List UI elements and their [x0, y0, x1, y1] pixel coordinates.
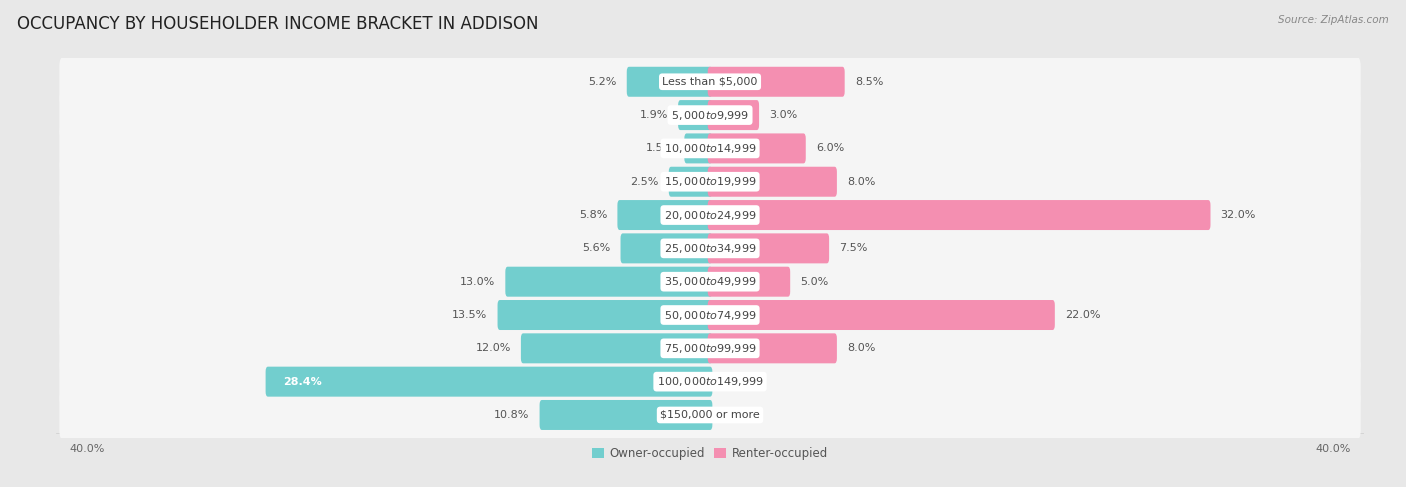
Text: $150,000 or more: $150,000 or more [661, 410, 759, 420]
Text: 5.2%: 5.2% [588, 77, 617, 87]
FancyBboxPatch shape [707, 233, 830, 263]
Text: 5.6%: 5.6% [582, 244, 610, 253]
Text: 13.5%: 13.5% [453, 310, 488, 320]
FancyBboxPatch shape [266, 367, 713, 396]
Text: 28.4%: 28.4% [284, 376, 322, 387]
Text: 13.0%: 13.0% [460, 277, 495, 287]
Text: $15,000 to $19,999: $15,000 to $19,999 [664, 175, 756, 188]
Text: 6.0%: 6.0% [815, 143, 844, 153]
FancyBboxPatch shape [59, 223, 1361, 274]
Text: 5.0%: 5.0% [800, 277, 828, 287]
FancyBboxPatch shape [498, 300, 713, 330]
Text: 1.9%: 1.9% [640, 110, 668, 120]
Text: Source: ZipAtlas.com: Source: ZipAtlas.com [1278, 15, 1389, 25]
FancyBboxPatch shape [678, 100, 713, 130]
FancyBboxPatch shape [707, 267, 790, 297]
Legend: Owner-occupied, Renter-occupied: Owner-occupied, Renter-occupied [586, 442, 834, 465]
Text: 22.0%: 22.0% [1064, 310, 1101, 320]
Text: 10.8%: 10.8% [494, 410, 530, 420]
FancyBboxPatch shape [59, 290, 1361, 340]
Text: 8.0%: 8.0% [846, 177, 876, 187]
Text: 8.5%: 8.5% [855, 77, 883, 87]
Text: $35,000 to $49,999: $35,000 to $49,999 [664, 275, 756, 288]
Text: 7.5%: 7.5% [839, 244, 868, 253]
FancyBboxPatch shape [617, 200, 713, 230]
Text: 3.0%: 3.0% [769, 110, 797, 120]
FancyBboxPatch shape [707, 133, 806, 164]
Text: Less than $5,000: Less than $5,000 [662, 77, 758, 87]
Text: 32.0%: 32.0% [1220, 210, 1256, 220]
Text: $25,000 to $34,999: $25,000 to $34,999 [664, 242, 756, 255]
Text: $5,000 to $9,999: $5,000 to $9,999 [671, 109, 749, 122]
FancyBboxPatch shape [59, 190, 1361, 241]
FancyBboxPatch shape [59, 156, 1361, 207]
FancyBboxPatch shape [59, 123, 1361, 174]
Text: $50,000 to $74,999: $50,000 to $74,999 [664, 308, 756, 321]
FancyBboxPatch shape [707, 333, 837, 363]
FancyBboxPatch shape [59, 56, 1361, 107]
Text: 2.5%: 2.5% [630, 177, 658, 187]
FancyBboxPatch shape [59, 356, 1361, 407]
Text: 1.5%: 1.5% [645, 143, 675, 153]
FancyBboxPatch shape [59, 390, 1361, 440]
FancyBboxPatch shape [505, 267, 713, 297]
Text: $75,000 to $99,999: $75,000 to $99,999 [664, 342, 756, 355]
FancyBboxPatch shape [520, 333, 713, 363]
FancyBboxPatch shape [707, 167, 837, 197]
FancyBboxPatch shape [59, 90, 1361, 140]
Text: 0.0%: 0.0% [723, 376, 751, 387]
FancyBboxPatch shape [707, 100, 759, 130]
FancyBboxPatch shape [707, 300, 1054, 330]
FancyBboxPatch shape [707, 67, 845, 97]
Text: 5.8%: 5.8% [579, 210, 607, 220]
FancyBboxPatch shape [59, 256, 1361, 307]
Text: 8.0%: 8.0% [846, 343, 876, 354]
FancyBboxPatch shape [59, 323, 1361, 374]
Text: $20,000 to $24,999: $20,000 to $24,999 [664, 208, 756, 222]
Text: $100,000 to $149,999: $100,000 to $149,999 [657, 375, 763, 388]
Text: $10,000 to $14,999: $10,000 to $14,999 [664, 142, 756, 155]
Text: 12.0%: 12.0% [475, 343, 510, 354]
FancyBboxPatch shape [669, 167, 713, 197]
FancyBboxPatch shape [540, 400, 713, 430]
FancyBboxPatch shape [620, 233, 713, 263]
FancyBboxPatch shape [685, 133, 713, 164]
FancyBboxPatch shape [627, 67, 713, 97]
Text: OCCUPANCY BY HOUSEHOLDER INCOME BRACKET IN ADDISON: OCCUPANCY BY HOUSEHOLDER INCOME BRACKET … [17, 15, 538, 33]
Text: 0.0%: 0.0% [723, 410, 751, 420]
FancyBboxPatch shape [707, 200, 1211, 230]
